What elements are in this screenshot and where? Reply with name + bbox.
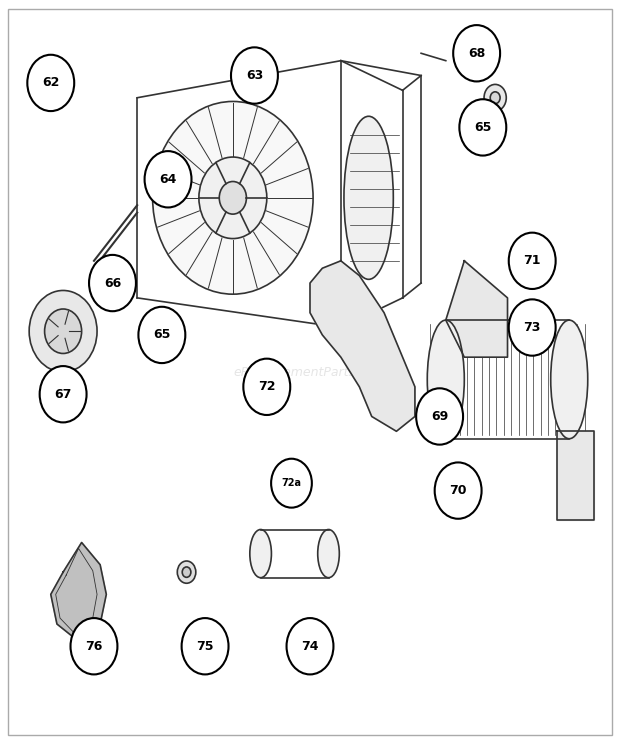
Circle shape [71,618,117,674]
Text: 66: 66 [104,277,121,289]
Polygon shape [310,261,415,432]
Circle shape [271,459,312,507]
Text: 73: 73 [523,321,541,334]
Circle shape [509,299,556,356]
Ellipse shape [317,530,339,577]
Circle shape [182,567,191,577]
Polygon shape [51,542,106,639]
Text: 63: 63 [246,69,263,82]
Circle shape [459,99,507,155]
Circle shape [45,309,82,353]
Circle shape [435,463,482,519]
Ellipse shape [344,116,393,279]
Circle shape [89,255,136,311]
Text: 69: 69 [431,410,448,423]
Text: 75: 75 [197,640,214,652]
Text: 64: 64 [159,173,177,186]
Text: 70: 70 [450,484,467,497]
Circle shape [490,92,500,103]
Text: 71: 71 [523,254,541,267]
Circle shape [219,182,246,214]
Circle shape [199,157,267,239]
Ellipse shape [551,320,588,439]
Text: 67: 67 [55,388,72,401]
Circle shape [153,101,313,294]
Circle shape [231,48,278,103]
Circle shape [453,25,500,81]
Text: 68: 68 [468,47,485,60]
Text: eReplacementParts.com: eReplacementParts.com [234,365,386,379]
Text: 74: 74 [301,640,319,652]
Circle shape [484,84,507,111]
Text: 72: 72 [258,380,275,394]
Circle shape [416,388,463,445]
Ellipse shape [250,530,272,577]
Circle shape [40,366,87,423]
Text: 62: 62 [42,77,60,89]
Circle shape [182,618,229,674]
Circle shape [27,55,74,111]
Text: 76: 76 [86,640,103,652]
Circle shape [177,561,196,583]
Ellipse shape [427,320,464,439]
Circle shape [29,290,97,372]
Circle shape [243,359,290,415]
Circle shape [509,233,556,289]
Polygon shape [446,261,508,357]
Circle shape [286,618,334,674]
Circle shape [102,280,111,292]
Circle shape [138,307,185,363]
Text: 65: 65 [474,121,492,134]
Text: 72a: 72a [281,478,301,488]
Circle shape [144,151,192,208]
Polygon shape [557,432,594,520]
Circle shape [95,273,117,300]
Text: 65: 65 [153,328,170,341]
